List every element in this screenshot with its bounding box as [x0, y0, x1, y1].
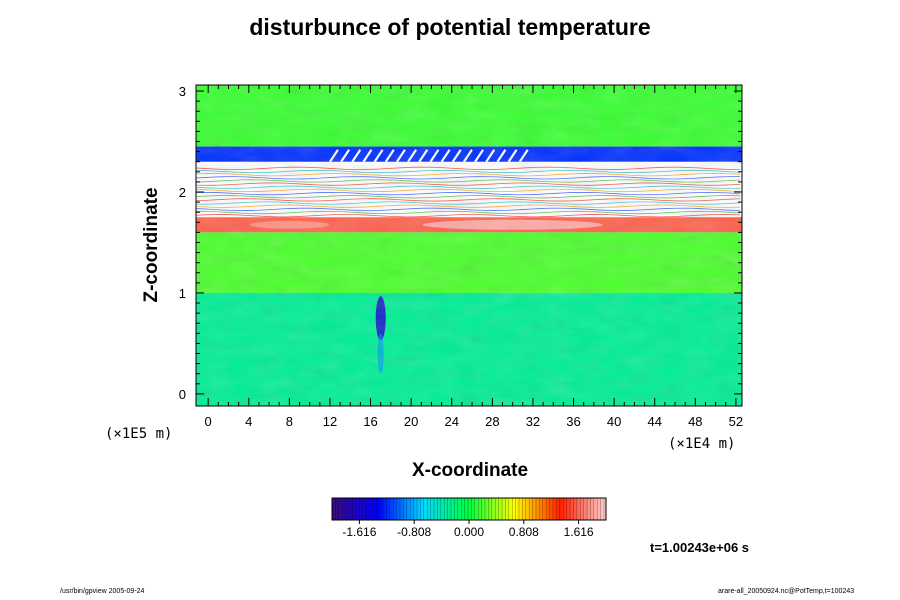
time-label: t=1.00243e+06 s: [650, 540, 750, 555]
x-tick-label: 48: [688, 414, 702, 429]
x-tick-label: 8: [286, 414, 293, 429]
x-tick-label: 4: [245, 414, 252, 429]
x-tick-label: 28: [485, 414, 499, 429]
colorbar-gradient: [332, 498, 606, 520]
x-tick-label: 44: [647, 414, 661, 429]
y-tick-label: 2: [179, 185, 186, 200]
y-tick-label: 3: [179, 84, 186, 99]
x-tick-label: 16: [363, 414, 377, 429]
texture-overlay: [196, 85, 742, 406]
chart-title: disturbunce of potential temperature: [249, 14, 651, 40]
x-tick-label: 20: [404, 414, 418, 429]
footer-left-text: /usr/bin/gpview 2005-09-24: [60, 588, 145, 595]
x-tick-label: 0: [205, 414, 212, 429]
x-tick-label: 12: [323, 414, 337, 429]
colorbar: -1.616 -0.808 0.000 0.808 1.616: [331, 497, 607, 539]
x-tick-label: 32: [526, 414, 540, 429]
colorbar-tick-label: 0.808: [509, 525, 539, 539]
y-tick-label: 0: [179, 387, 186, 402]
y-tick-label: 1: [179, 286, 186, 301]
x-axis-label: X-coordinate: [411, 460, 529, 481]
footer-right-text: arare-all_20050924.nc@PotTemp,t=100243: [718, 588, 855, 595]
y-axis-unit: (×1E5 m): [105, 426, 173, 442]
heatmap-field: [196, 85, 742, 406]
colorbar-tick-label: -0.808: [397, 525, 431, 539]
x-axis-unit: (×1E4 m): [668, 436, 736, 452]
x-tick-label: 24: [445, 414, 459, 429]
colorbar-tick-label: 1.616: [564, 525, 594, 539]
x-tick-label: 52: [729, 414, 743, 429]
plot-frame: [195, 84, 743, 407]
colorbar-tick-label: 0.000: [454, 525, 484, 539]
x-tick-label: 36: [566, 414, 580, 429]
colorbar-tick-label: -1.616: [342, 525, 376, 539]
x-tick-label: 40: [607, 414, 621, 429]
